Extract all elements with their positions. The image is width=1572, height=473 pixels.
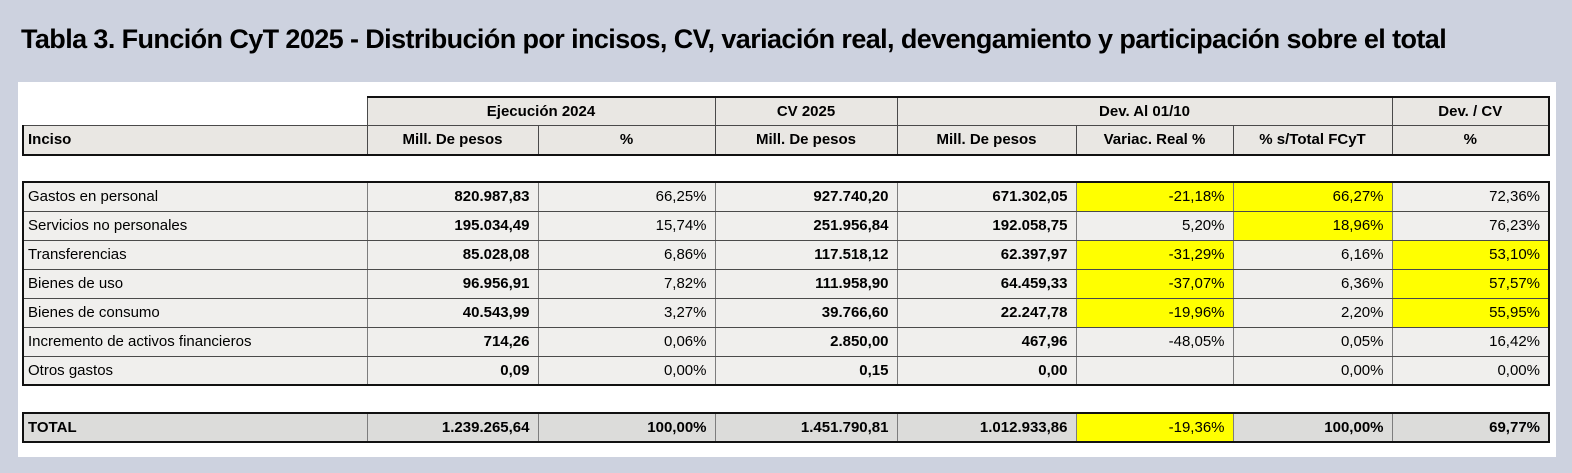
total-dev-cv-pct: 69,77% [1391,412,1550,443]
column-group-row: Ejecución 2024 CV 2025 Dev. Al 01/10 Dev… [23,96,1550,126]
value-cell: 57,57% [1391,268,1550,299]
value-cell: 0,05% [1232,326,1393,357]
row-label: Gastos en personal [22,181,368,212]
column-header-dev-cv-pct: % [1391,124,1550,156]
value-cell: 820.987,83 [366,181,539,212]
table-row: Gastos en personal 820.987,83 66,25% 927.74… [22,181,1550,212]
row-label: Bienes de consumo [22,297,368,328]
value-cell: 5,20% [1075,210,1234,241]
column-header-row: Inciso Mill. De pesos % Mill. De pesos M… [22,124,1550,156]
column-group-ejecucion-2024: Ejecución 2024 [366,96,716,126]
value-cell: 6,36% [1232,268,1393,299]
value-cell: 18,96% [1232,210,1393,241]
value-cell: 39.766,60 [714,297,898,328]
value-cell: 96.956,91 [366,268,539,299]
value-cell: 0,00 [896,355,1077,386]
value-cell: 76,23% [1391,210,1550,241]
total-cv-mill: 1.451.790,81 [714,412,898,443]
value-cell: 85.028,08 [366,239,539,270]
value-cell: -48,05% [1075,326,1234,357]
table-sheet: Ejecución 2024 CV 2025 Dev. Al 01/10 Dev… [18,82,1556,457]
value-cell: 66,27% [1232,181,1393,212]
table-row: Bienes de consumo 40.543,99 3,27% 39.766,60… [22,297,1550,328]
table-title: Tabla 3. Función CyT 2025 - Distribución… [21,24,1447,54]
value-cell [1075,355,1234,386]
value-cell: 15,74% [537,210,716,241]
column-header-pct-total-fcyt: % s/Total FCyT [1232,124,1393,156]
value-cell: 0,00% [1391,355,1550,386]
value-cell: -37,07% [1075,268,1234,299]
value-cell: 40.543,99 [366,297,539,328]
value-cell: 0,00% [537,355,716,386]
table-row: Servicios no personales 195.034,49 15,74% 2… [22,210,1550,241]
column-header-cv-mill: Mill. De pesos [714,124,898,156]
table-row: Incremento de activos financieros 714,26 0… [22,326,1550,357]
column-header-dev-mill: Mill. De pesos [896,124,1077,156]
row-label: Transferencias [22,239,368,270]
value-cell: 927.740,20 [714,181,898,212]
value-cell: 66,25% [537,181,716,212]
value-cell: 2,20% [1232,297,1393,328]
value-cell: -21,18% [1075,181,1234,212]
value-cell: 6,86% [537,239,716,270]
data-table: Ejecución 2024 CV 2025 Dev. Al 01/10 Dev… [22,96,1550,443]
value-cell: 6,16% [1232,239,1393,270]
column-group-dev-cv: Dev. / CV [1391,96,1550,126]
column-group-dev-al-01-10: Dev. Al 01/10 [896,96,1393,126]
value-cell: 62.397,97 [896,239,1077,270]
value-cell: 195.034,49 [366,210,539,241]
value-cell: 714,26 [366,326,539,357]
value-cell: 7,82% [537,268,716,299]
total-ejecucion-pct: 100,00% [537,412,716,443]
value-cell: 0,09 [366,355,539,386]
table-row: Otros gastos 0,09 0,00% 0,15 0,00 0,00% 0,00% [22,355,1550,386]
value-cell: 117.518,12 [714,239,898,270]
column-header-variac-real: Variac. Real % [1075,124,1234,156]
value-cell: 53,10% [1391,239,1550,270]
value-cell: 0,06% [537,326,716,357]
value-cell: 16,42% [1391,326,1550,357]
value-cell: 671.302,05 [896,181,1077,212]
value-cell: 111.958,90 [714,268,898,299]
column-group-cv-2025: CV 2025 [714,96,898,126]
table-row: Transferencias 85.028,08 6,86% 117.518,12 62… [22,239,1550,270]
value-cell: 192.058,75 [896,210,1077,241]
total-ejecucion-mill: 1.239.265,64 [366,412,539,443]
column-header-inciso: Inciso [22,124,368,156]
total-variac-real: -19,36% [1075,412,1234,443]
total-label: TOTAL [22,412,368,443]
row-label: Incremento de activos financieros [22,326,368,357]
value-cell: 0,00% [1232,355,1393,386]
total-row: TOTAL 1.239.265,64 100,00% 1.451.790,81 … [22,412,1550,443]
value-cell: -19,96% [1075,297,1234,328]
value-cell: 72,36% [1391,181,1550,212]
spacer-row [23,155,1549,182]
column-header-ejecucion-mill: Mill. De pesos [366,124,539,156]
row-label: Bienes de uso [22,268,368,299]
column-header-ejecucion-pct: % [537,124,716,156]
table-row: Bienes de uso 96.956,91 7,82% 111.958,90 64.… [22,268,1550,299]
corner-spacer [23,97,367,125]
row-label: Otros gastos [22,355,368,386]
total-dev-mill: 1.012.933,86 [896,412,1077,443]
spacer-row [23,385,1549,413]
value-cell: -31,29% [1075,239,1234,270]
value-cell: 251.956,84 [714,210,898,241]
value-cell: 0,15 [714,355,898,386]
value-cell: 467,96 [896,326,1077,357]
value-cell: 3,27% [537,297,716,328]
row-label: Servicios no personales [22,210,368,241]
total-pct-total-fcyt: 100,00% [1232,412,1393,443]
value-cell: 22.247,78 [896,297,1077,328]
value-cell: 55,95% [1391,297,1550,328]
value-cell: 64.459,33 [896,268,1077,299]
value-cell: 2.850,00 [714,326,898,357]
